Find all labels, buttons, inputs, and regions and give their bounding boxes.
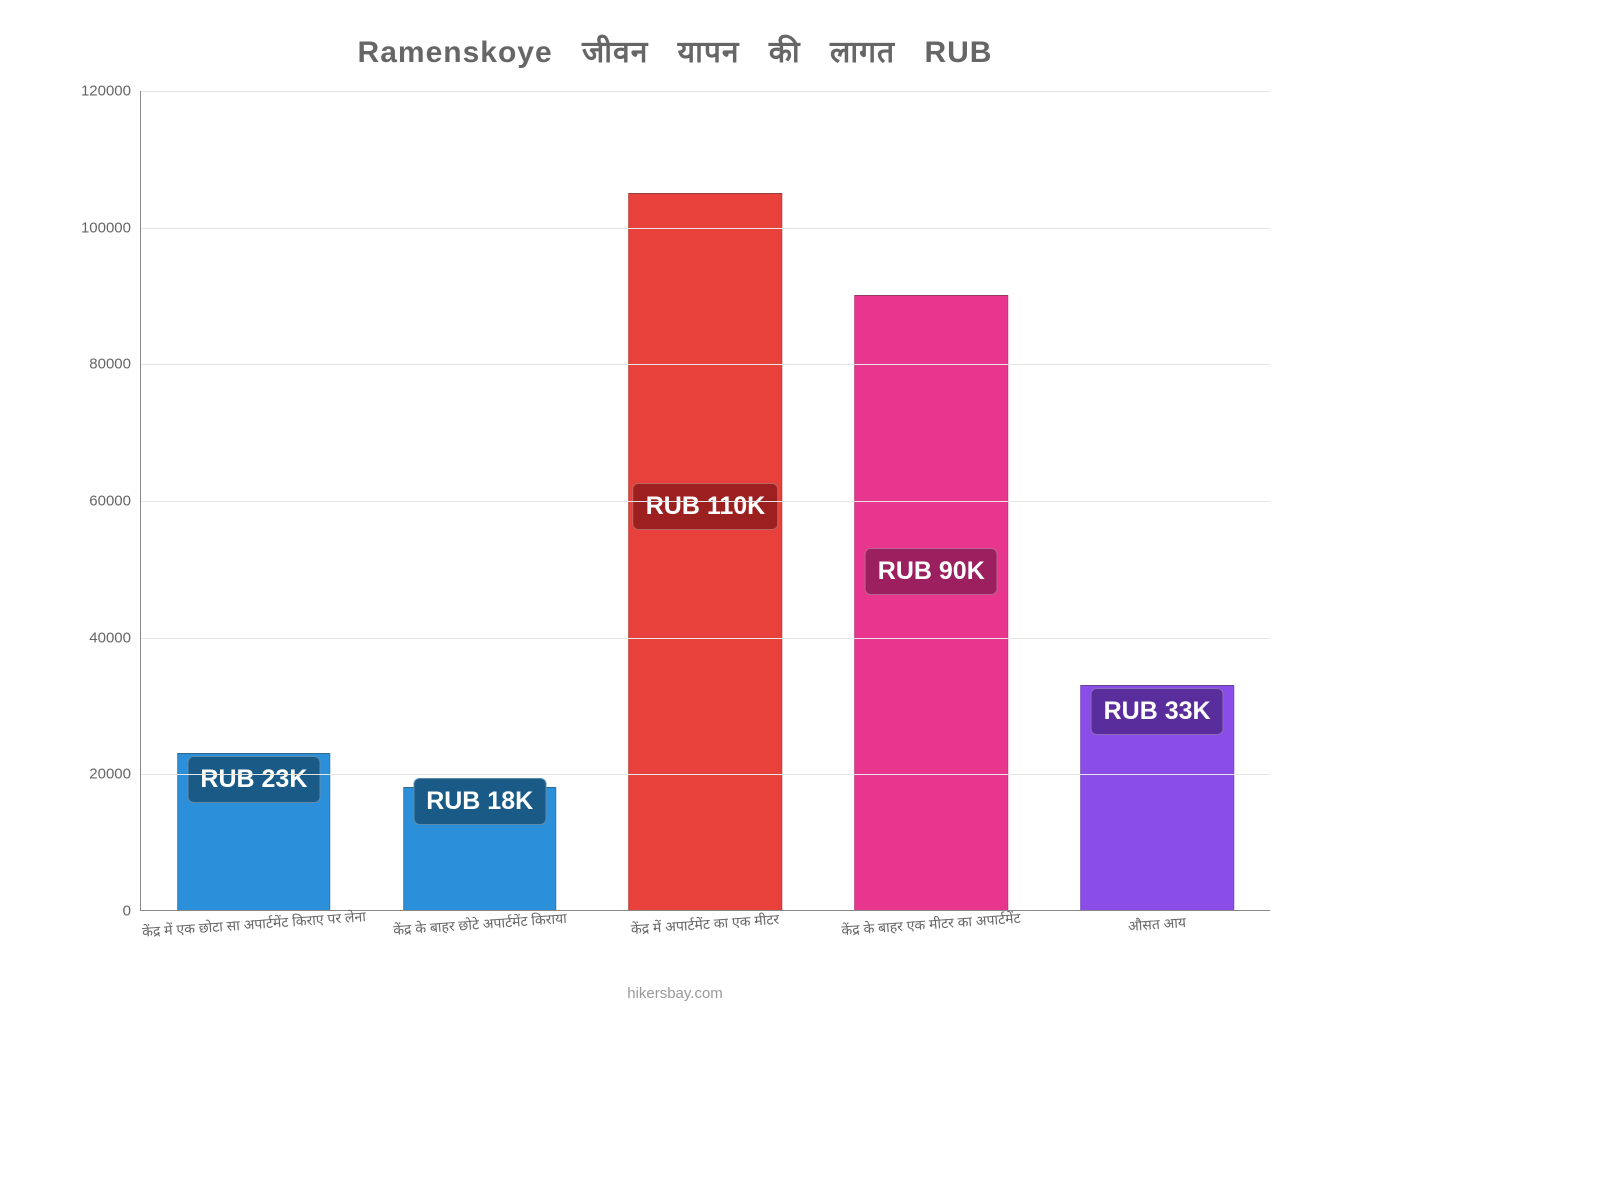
value-badge: RUB 23K [187,756,320,803]
grid-line [141,501,1270,502]
grid-line [141,91,1270,92]
y-tick-label: 120000 [81,83,131,100]
value-badge: RUB 110K [633,483,779,530]
attribution-text: hikersbay.com [50,985,1300,1002]
grid-line [141,228,1270,229]
y-tick-label: 80000 [89,356,131,373]
x-label-slot: केंद्र के बाहर छोटे अपार्टमेंट किराया [367,910,593,970]
x-labels-row: केंद्र में एक छोटा सा अपार्टमेंट किराए प… [141,910,1270,970]
y-tick-label: 0 [123,903,131,920]
y-tick-label: 60000 [89,493,131,510]
x-tick-label: केंद्र में एक छोटा सा अपार्टमेंट किराए प… [141,907,366,942]
x-label-slot: केंद्र के बाहर एक मीटर का अपार्टमेंट [818,910,1044,970]
x-label-slot: केंद्र में अपार्टमेंट का एक मीटर [593,910,819,970]
y-tick-label: 20000 [89,766,131,783]
x-tick-label: केंद्र के बाहर छोटे अपार्टमेंट किराया [392,909,567,940]
grid-line [141,364,1270,365]
x-tick-label: केंद्र के बाहर एक मीटर का अपार्टमेंट [841,909,1021,940]
x-label-slot: औसत आय [1044,910,1270,970]
bar [855,295,1009,910]
x-tick-label: केंद्र में अपार्टमेंट का एक मीटर [631,910,780,939]
value-badge: RUB 33K [1091,688,1224,735]
x-label-slot: केंद्र में एक छोटा सा अपार्टमेंट किराए प… [141,910,367,970]
bar [629,193,783,911]
value-badge: RUB 90K [865,548,998,595]
grid-line [141,774,1270,775]
plot-area: RUB 23KRUB 18KRUB 110KRUB 90KRUB 33K कें… [140,91,1270,911]
x-tick-label: औसत आय [1127,913,1186,936]
y-tick-label: 100000 [81,219,131,236]
chart-title: Ramenskoye जीवन यापन की लागत RUB [50,30,1300,71]
chart-container: Ramenskoye जीवन यापन की लागत RUB RUB 23K… [50,30,1300,990]
grid-line [141,638,1270,639]
value-badge: RUB 18K [413,778,546,825]
y-tick-label: 40000 [89,629,131,646]
